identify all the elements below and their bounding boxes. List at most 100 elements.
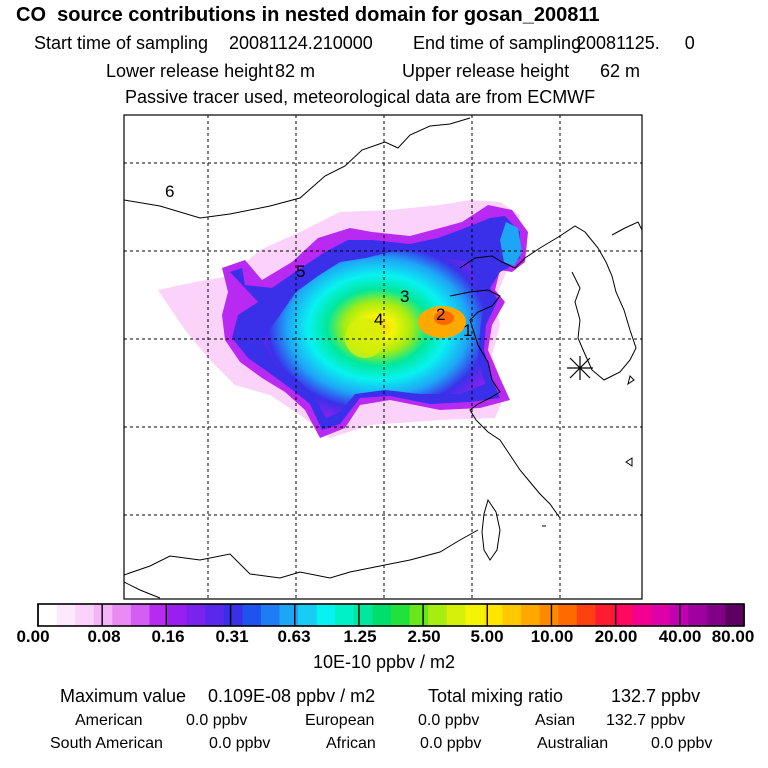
- map-frame: [123, 114, 643, 600]
- colorbar-cell: [260, 604, 281, 626]
- plume-layer: [158, 200, 528, 438]
- max-value-label: Maximum value: [60, 686, 187, 706]
- taiwan-island: [481, 498, 501, 561]
- south-american-label: South American: [50, 735, 163, 752]
- colorbar-tick-4: 0.63: [277, 627, 311, 646]
- south-china-coast: [124, 529, 479, 579]
- start-time-label: Start time of sampling: [34, 33, 209, 53]
- region-label-4: 4: [374, 310, 383, 329]
- colorbar-cell: [149, 604, 169, 626]
- lower-height-label: Lower release height: [106, 61, 274, 81]
- colorbar-cell: [298, 604, 318, 626]
- colorbar-cell: [112, 604, 132, 626]
- european-value: 0.0 ppbv: [418, 712, 480, 729]
- colorbar-tick-5: 1.25: [343, 627, 377, 646]
- australian-value: 0.0 ppbv: [651, 735, 713, 752]
- coastlines: [124, 117, 642, 599]
- colorbar-cell: [335, 604, 355, 626]
- colorbar-cell: [316, 604, 336, 626]
- region-label-3: 3: [400, 287, 409, 306]
- mongolia-border: [124, 117, 471, 219]
- colorbar-cell: [688, 604, 708, 626]
- colorbar-cell: [651, 604, 671, 626]
- european-label: European: [305, 712, 375, 729]
- shandong-coast: [449, 289, 561, 519]
- colorbar-cell: [168, 604, 188, 626]
- colorbar-tick-7: 5.00: [470, 627, 504, 646]
- plume-north-tongue: [500, 222, 522, 266]
- south-american-value: 0.0 ppbv: [209, 735, 271, 752]
- total-mixing-label: Total mixing ratio: [428, 686, 564, 706]
- american-value: 0.0 ppbv: [186, 712, 248, 729]
- australian-label: Australian: [537, 735, 609, 752]
- total-mixing-value: 132.7 ppbv: [611, 686, 701, 706]
- colorbar-cell: [186, 604, 206, 626]
- colorbar-cell: [93, 604, 113, 626]
- end-time-label: End time of sampling: [413, 33, 582, 53]
- colorbar-cell: [428, 604, 448, 626]
- islands-east: [542, 375, 635, 527]
- plume-secondary: [345, 318, 385, 358]
- colorbar-cell: [558, 604, 578, 626]
- lat-lon-grid: [124, 115, 642, 599]
- colorbar-tick-9: 20.00: [594, 627, 638, 646]
- colorbar-tick-10: 40.00: [658, 627, 702, 646]
- start-time-value: 20081124.210000: [229, 33, 373, 53]
- colorbar-cell: [409, 604, 429, 626]
- region-label-2: 2: [436, 305, 445, 324]
- region-label-1: 1: [463, 321, 472, 340]
- colorbar-cell: [75, 604, 95, 626]
- african-label: African: [326, 735, 376, 752]
- tracer-note: Passive tracer used, meteorological data…: [125, 87, 596, 107]
- colorbar-cell: [56, 604, 76, 626]
- receptor-star-icon: [567, 356, 593, 380]
- region-label-6: 6: [165, 182, 174, 201]
- asian-label: Asian: [535, 712, 576, 729]
- colorbar-cell: [521, 604, 541, 626]
- asian-value: 132.7 ppbv: [606, 712, 686, 729]
- colorbar-cell: [483, 604, 504, 626]
- colorbar-cell: [446, 604, 466, 626]
- korea-bay-coast: [459, 225, 586, 269]
- colorbar-cell: [130, 604, 151, 626]
- colorbar-cell: [502, 604, 522, 626]
- colorbar-cell: [38, 604, 58, 626]
- colorbar-frame: [37, 603, 745, 627]
- korean-peninsula: [571, 231, 637, 381]
- colorbar-tick-0: 0.00: [16, 627, 50, 646]
- colorbar-cell: [205, 604, 225, 626]
- lower-height-value: 82 m: [275, 61, 316, 81]
- plume-hotspot-peak: [434, 311, 454, 325]
- colorbar-cell: [539, 604, 559, 626]
- colorbar-cell: [465, 604, 485, 626]
- region-label-5: 5: [296, 262, 305, 281]
- colorbar-tick-3: 0.31: [215, 627, 249, 646]
- colorbar-cell: [279, 604, 299, 626]
- colorbar-tick-6: 2.50: [407, 627, 441, 646]
- upper-height-label: Upper release height: [402, 61, 570, 81]
- colorbar-cell: [576, 604, 596, 626]
- colorbar-cell: [242, 604, 262, 626]
- colorbar-cell: [632, 604, 652, 626]
- colorbar-tick-2: 0.16: [151, 627, 185, 646]
- source-contribution-map: 1 2 3 4 5 6: [37, 114, 745, 627]
- plot-title: CO source contributions in nested domain…: [16, 4, 600, 26]
- colorbar-cell: [613, 604, 634, 626]
- colorbar-cell: [353, 604, 374, 626]
- colorbar: [37, 603, 745, 627]
- max-value: 0.109E-08 ppbv / m2: [208, 686, 376, 706]
- colorbar-cell: [706, 604, 727, 626]
- colorbar-cell: [725, 604, 745, 626]
- japan-coast: [611, 221, 642, 236]
- end-time-value: 20081125. 0: [576, 33, 695, 53]
- colorbar-tick-11: 80.00: [711, 627, 755, 646]
- hainan-coast: [124, 581, 161, 599]
- colorbar-tick-1: 0.08: [87, 627, 121, 646]
- colorbar-cell: [223, 604, 243, 626]
- african-value: 0.0 ppbv: [420, 735, 482, 752]
- american-label: American: [75, 712, 143, 729]
- colorbar-tick-8: 10.00: [530, 627, 574, 646]
- colorbar-cell: [391, 604, 411, 626]
- colorbar-cell: [372, 604, 392, 626]
- upper-height-value: 62 m: [600, 61, 641, 81]
